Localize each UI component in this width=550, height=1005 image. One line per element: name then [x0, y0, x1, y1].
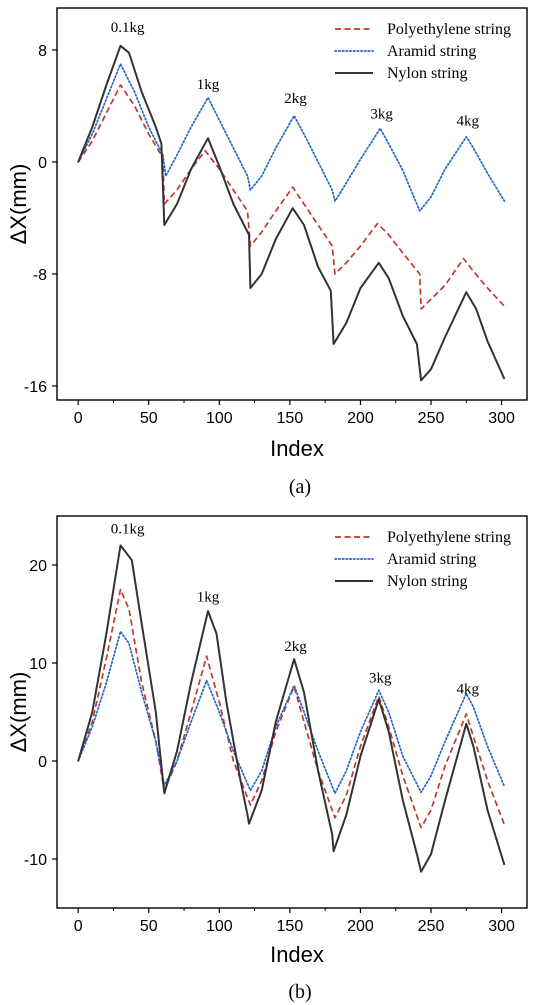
x-axis-label: Index: [270, 436, 324, 461]
x-tick-label: 100: [206, 918, 233, 935]
y-tick-label: 0: [38, 155, 47, 172]
panel-caption: (b): [288, 981, 311, 1003]
plot-frame: [56, 515, 528, 909]
y-tick-label: 10: [29, 656, 47, 673]
y-tick-label: -8: [33, 267, 47, 284]
peak-annotations: 0.1kg 1kg 2kg 3kg 4kg: [111, 522, 480, 698]
x-tick-label: 250: [418, 410, 445, 427]
peak-annotations: 0.1kg 1kg 2kg 3kg 4kg: [111, 20, 480, 130]
peak-annotation: 4kg: [456, 681, 479, 697]
series-line-aramid-string: [77, 630, 506, 795]
legend-label: Aramid string: [387, 43, 476, 60]
x-tick-label: 200: [347, 410, 374, 427]
peak-annotation: 3kg: [370, 107, 393, 123]
series-line-polyethylene-string: [77, 84, 506, 310]
y-tick-label: -10: [24, 852, 47, 869]
peak-annotation: 0.1kg: [111, 20, 145, 36]
peak-annotation: 2kg: [284, 639, 307, 655]
peak-annotation: 2kg: [284, 91, 307, 107]
legend-label: Polyethylene string: [387, 21, 511, 38]
x-tick-label: 50: [140, 410, 158, 427]
series-line-nylon-string: [77, 544, 506, 873]
legend-label: Polyethylene string: [387, 529, 511, 546]
x-tick-label: 250: [418, 918, 445, 935]
x-axis-label: Index: [270, 942, 324, 967]
panel-caption: (a): [289, 476, 311, 498]
x-tick-label: 150: [277, 918, 304, 935]
y-tick-label: 0: [38, 754, 47, 771]
x-tick-label: 200: [347, 918, 374, 935]
y-tick-label: 20: [29, 558, 47, 575]
peak-annotation: 1kg: [197, 589, 220, 605]
x-tick-label: 300: [488, 410, 515, 427]
plot-marks: [77, 544, 506, 873]
legend-label: Aramid string: [387, 551, 476, 568]
peak-annotation: 3kg: [369, 671, 392, 687]
x-tick-label: 150: [277, 410, 304, 427]
x-tick-label: 0: [74, 410, 83, 427]
y-axis-label: ΔX(mm): [6, 672, 31, 753]
axis-ticks: 0 50 100 150 200 250 300 8 0 -8 -16: [24, 43, 515, 427]
x-tick-label: 300: [488, 918, 515, 935]
series-line-aramid-string: [77, 63, 506, 212]
y-axis-label: ΔX(mm): [6, 164, 31, 245]
legend-label: Nylon string: [387, 65, 467, 82]
x-tick-label: 100: [206, 410, 233, 427]
legend: Polyethylene string Aramid string Nylon st…: [334, 529, 511, 590]
peak-annotation: 1kg: [197, 77, 220, 93]
plot-frame: [56, 7, 528, 401]
x-tick-label: 50: [140, 918, 158, 935]
y-tick-label: 8: [38, 43, 47, 60]
plot-marks: [77, 44, 506, 382]
panel-a: 0 50 100 150 200 250 300 8 0 -8 -16 0.1kg 1kg 2kg 3kg…: [6, 7, 528, 498]
x-tick-label: 0: [74, 918, 83, 935]
peak-annotation: 4kg: [456, 114, 479, 130]
legend-label: Nylon string: [387, 573, 467, 590]
y-tick-label: -16: [24, 379, 47, 396]
peak-annotation: 0.1kg: [111, 522, 145, 538]
legend: Polyethylene string Aramid string Nylon st…: [334, 21, 511, 82]
series-line-polyethylene-string: [77, 588, 506, 829]
series-line-nylon-string: [77, 44, 506, 382]
